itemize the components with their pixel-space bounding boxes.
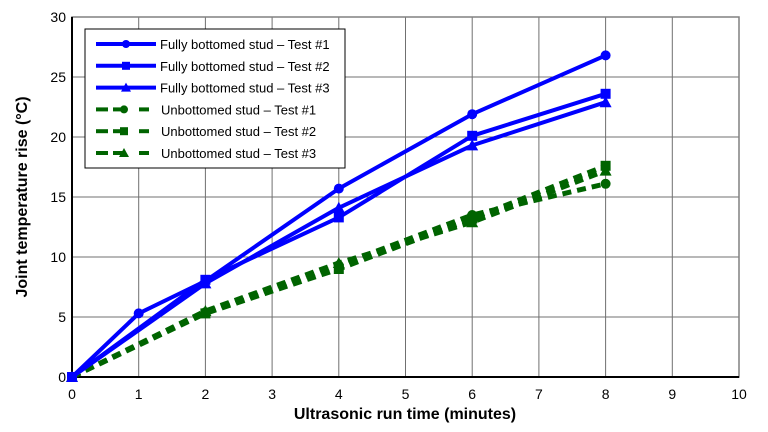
y-axis-ticks: 0 5 10 15 20 25 30 — [50, 9, 66, 385]
legend-item: Fully bottomed stud – Test #1 — [96, 37, 330, 52]
circle-marker-icon — [120, 105, 128, 114]
x-tick-label: 6 — [468, 386, 476, 402]
x-tick-label: 3 — [268, 386, 276, 402]
x-axis-ticks: 0 1 2 3 4 5 6 7 8 9 10 — [68, 386, 747, 402]
x-tick-label: 10 — [731, 386, 747, 402]
triangle-marker-icon — [466, 139, 479, 151]
legend-item: Unbottomed stud – Test #3 — [96, 146, 316, 161]
y-tick-label: 0 — [58, 369, 66, 385]
y-tick-label: 20 — [50, 129, 66, 145]
x-tick-label: 9 — [668, 386, 676, 402]
circle-marker-icon — [333, 183, 344, 194]
triangle-marker-icon — [199, 305, 212, 316]
y-tick-label: 15 — [50, 189, 66, 205]
triangle-marker-icon — [599, 164, 612, 176]
legend-label: Fully bottomed stud – Test #1 — [160, 37, 330, 52]
legend-label: Unbottomed stud – Test #2 — [161, 124, 316, 139]
x-axis-title: Ultrasonic run time (minutes) — [294, 406, 516, 423]
legend-item: Unbottomed stud – Test #1 — [96, 102, 316, 117]
legend: Fully bottomed stud – Test #1 Fully botto… — [84, 28, 346, 169]
legend-item: Unbottomed stud – Test #2 — [96, 124, 316, 139]
square-marker-icon — [333, 264, 344, 274]
triangle-marker-icon — [121, 82, 131, 92]
square-marker-icon — [120, 127, 128, 136]
legend-item: Fully bottomed stud – Test #3 — [96, 81, 330, 96]
square-marker-icon — [333, 212, 344, 223]
legend-label: Unbottomed stud – Test #1 — [161, 102, 316, 117]
y-axis-title: Joint temperature rise (°C) — [14, 96, 31, 297]
series-line — [70, 53, 607, 379]
x-tick-label: 0 — [68, 386, 76, 402]
triangle-marker-icon — [466, 216, 479, 228]
legend-box — [84, 28, 346, 169]
square-marker-icon — [122, 61, 130, 70]
circle-marker-icon — [467, 109, 478, 120]
grid-lines — [72, 17, 739, 377]
x-tick-label: 1 — [135, 386, 143, 402]
triangle-marker-icon — [66, 371, 78, 382]
legend-label: Unbottomed stud – Test #3 — [161, 146, 316, 161]
y-tick-label: 5 — [58, 309, 66, 325]
legend-item: Fully bottomed stud – Test #2 — [96, 59, 330, 74]
x-tick-label: 7 — [535, 386, 543, 402]
circle-marker-icon — [600, 50, 611, 61]
legend-label: Fully bottomed stud – Test #2 — [160, 59, 330, 74]
x-tick-label: 5 — [402, 386, 410, 402]
triangle-marker-icon — [199, 277, 212, 289]
y-tick-label: 30 — [50, 9, 66, 25]
y-tick-label: 25 — [50, 69, 66, 85]
y-tick-label: 10 — [50, 249, 66, 265]
legend-label: Fully bottomed stud – Test #3 — [160, 81, 330, 96]
series-3 — [66, 96, 612, 382]
circle-marker-icon — [600, 178, 611, 189]
x-tick-label: 8 — [602, 386, 610, 402]
data-series — [66, 50, 612, 382]
x-tick-label: 2 — [202, 386, 210, 402]
triangle-marker-icon — [119, 148, 129, 157]
x-tick-label: 4 — [335, 386, 343, 402]
triangle-marker-icon — [332, 201, 345, 213]
circle-marker-icon — [122, 40, 130, 48]
triangle-marker-icon — [332, 257, 345, 268]
circle-marker-icon — [133, 308, 144, 319]
square-marker-icon — [467, 130, 478, 141]
square-marker-icon — [600, 88, 611, 99]
triangle-marker-icon — [599, 96, 612, 108]
